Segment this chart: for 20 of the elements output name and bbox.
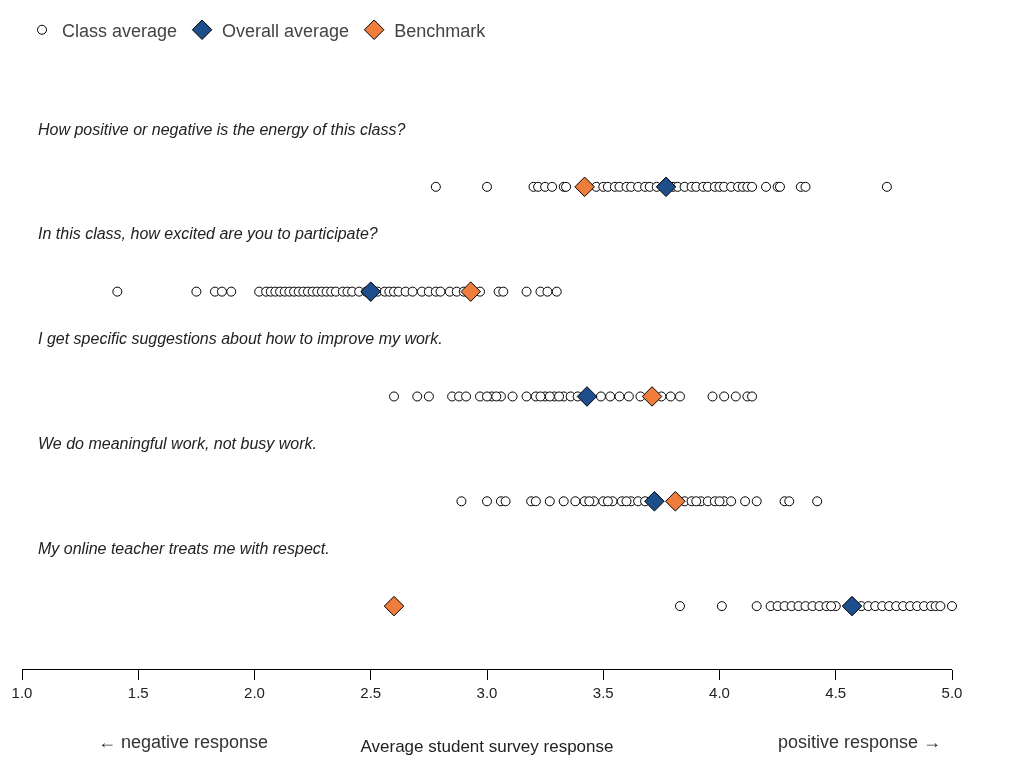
x-tick-label: 5.0: [941, 684, 963, 701]
legend-label: Benchmark: [394, 20, 487, 41]
x-tick-label: 1.5: [127, 684, 149, 701]
x-tick-label: 4.0: [709, 684, 730, 701]
x-axis-title: Average student survey response: [360, 737, 614, 757]
x-tick-label: 2.0: [244, 684, 265, 701]
text: positive response →: [778, 732, 942, 752]
x-tick-label: 1.0: [11, 684, 33, 701]
y-tick-label: How positive or negative is the energy of this class?: [38, 121, 406, 138]
x-tick-label: 2.5: [360, 684, 382, 701]
y-tick-label: We do meaningful work, not busy work.: [38, 435, 317, 452]
x-tick-label: 3.5: [592, 684, 614, 701]
y-tick-label: I get specific suggestions about how to improve my work.: [38, 330, 443, 347]
legend-label: Overall average: [222, 20, 350, 41]
legend-label: Class average: [62, 20, 178, 41]
text: ← negative response: [98, 732, 269, 752]
x-tick-label: 4.5: [825, 684, 847, 701]
x-tick-label: 3.0: [476, 684, 498, 701]
y-tick-label: In this class, how excited are you to participate?: [38, 225, 378, 242]
y-tick-label: My online teacher treats me with respect.: [38, 540, 330, 557]
